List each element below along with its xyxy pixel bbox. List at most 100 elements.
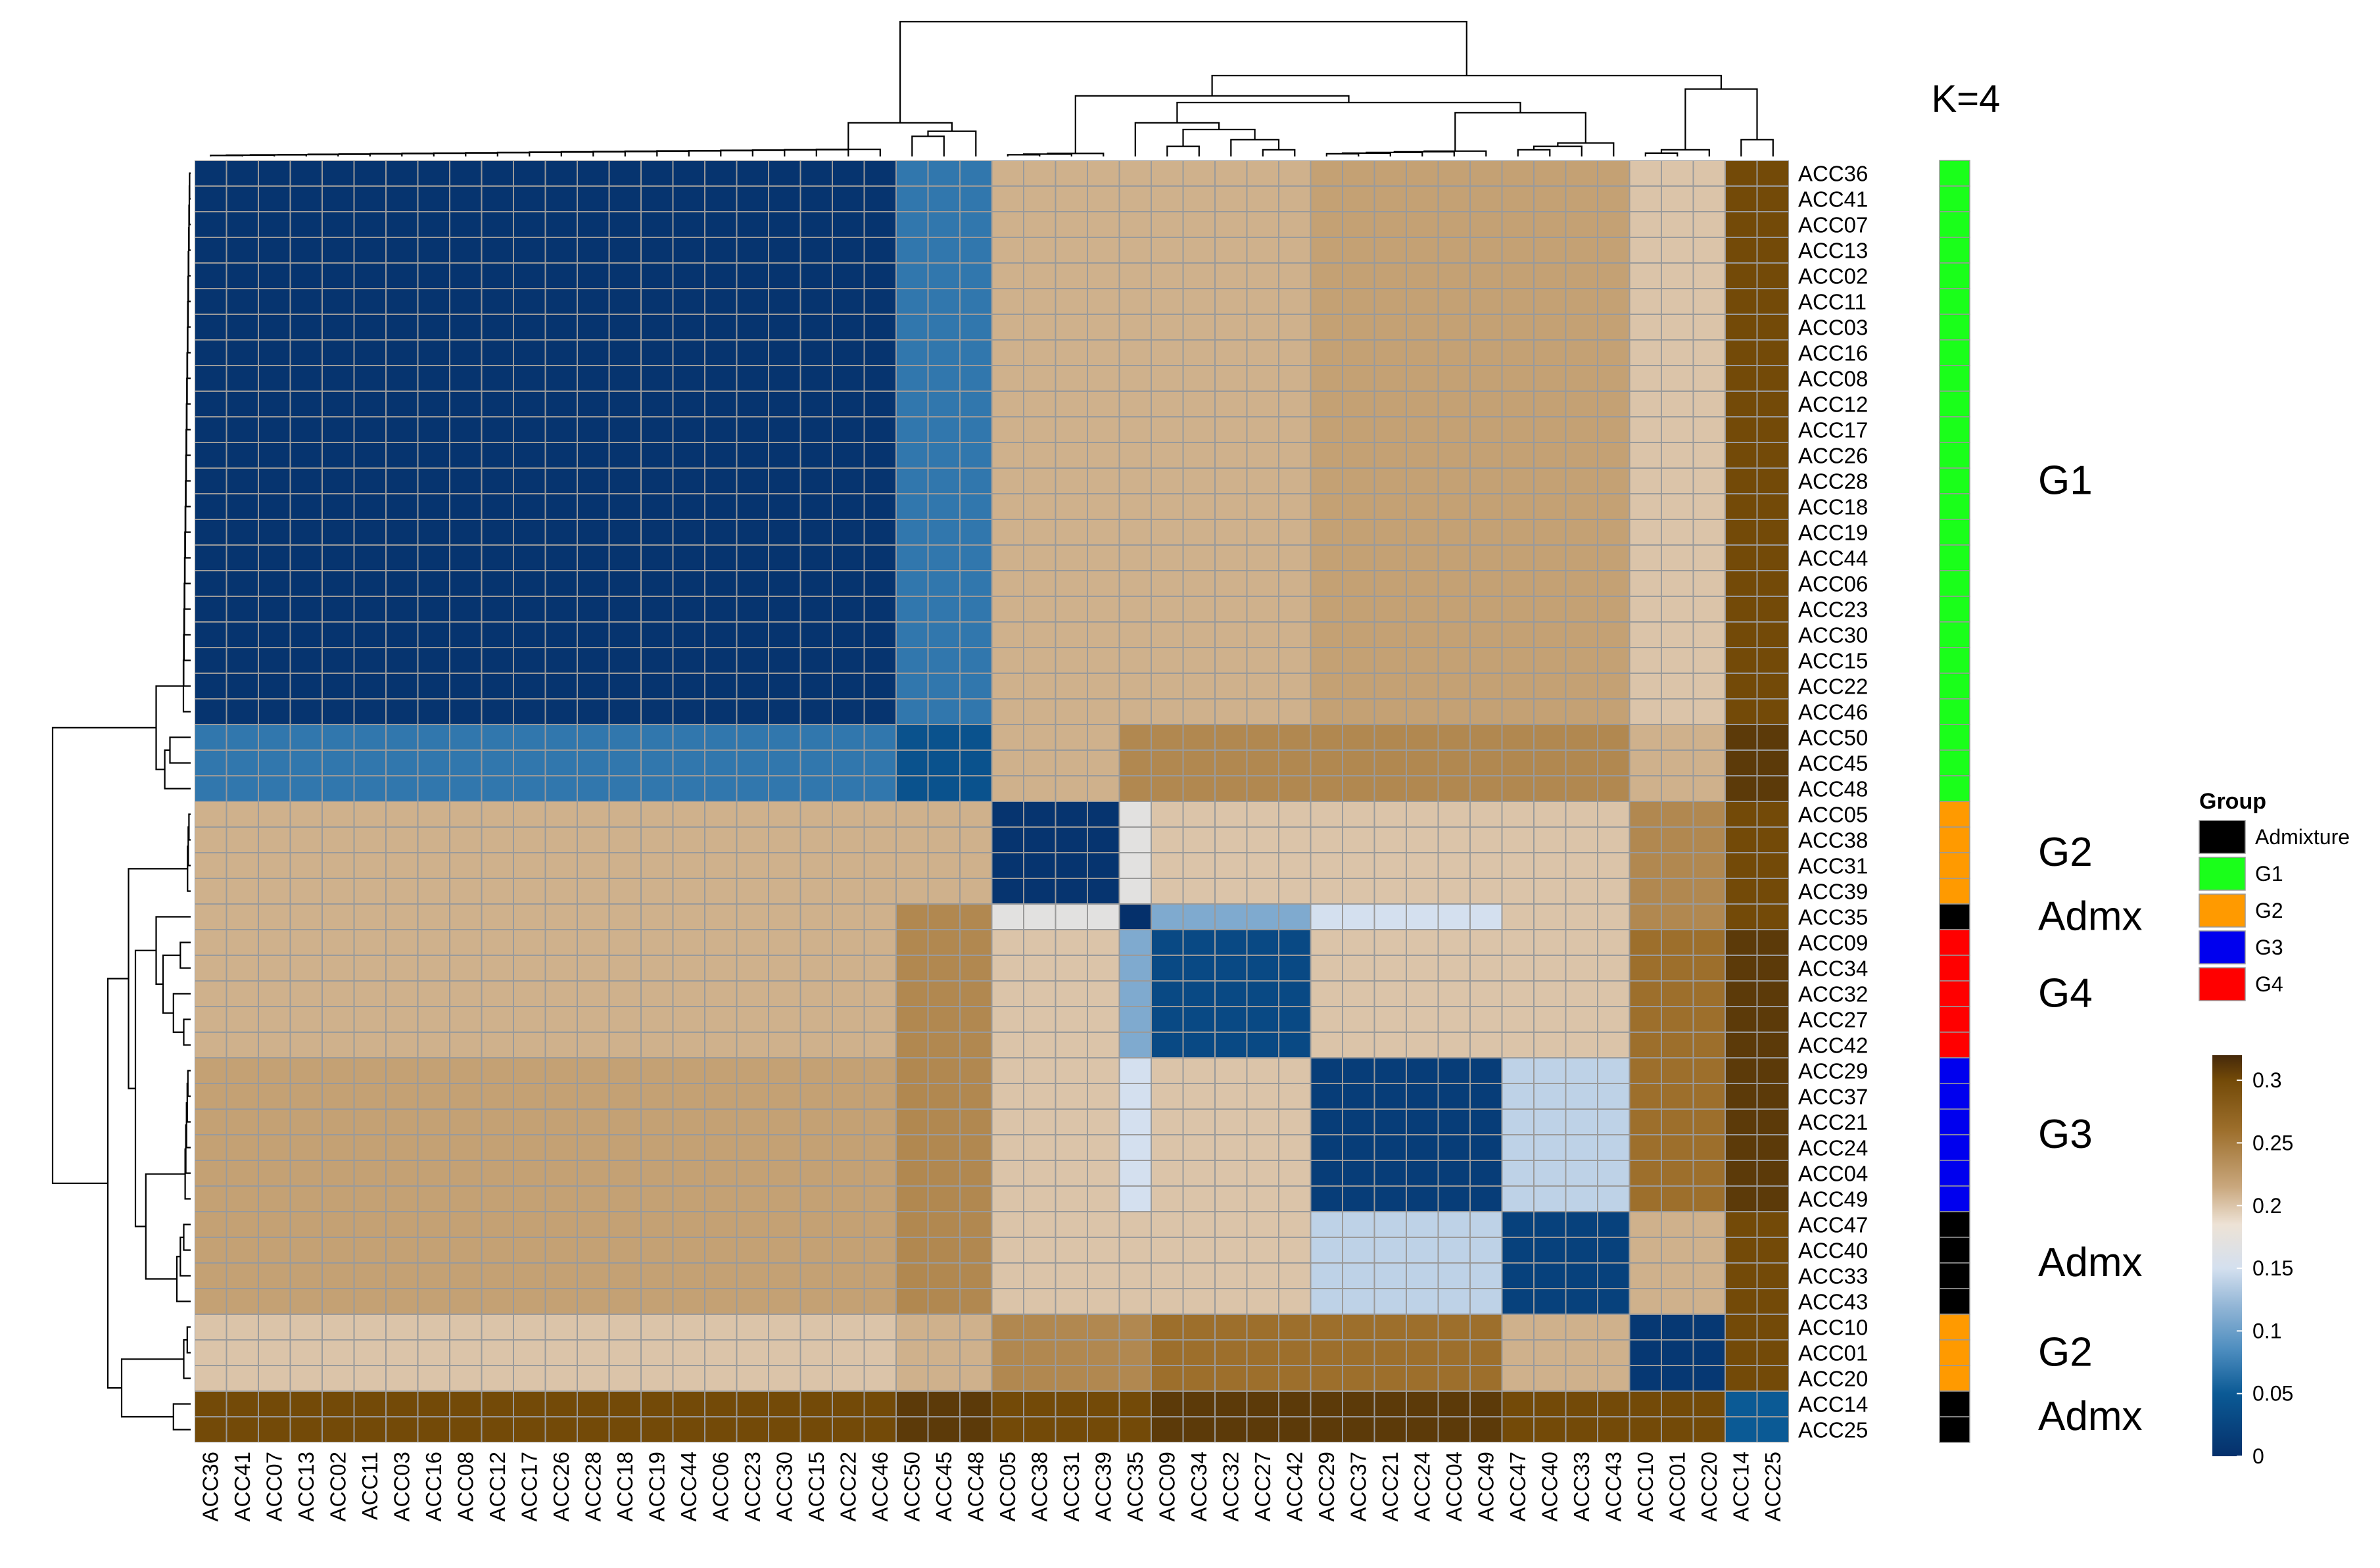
heatmap-cell (897, 417, 928, 442)
heatmap-cell (482, 392, 513, 416)
heatmap-cell (1343, 1161, 1374, 1185)
heatmap-cell (1056, 853, 1087, 878)
row-label: ACC37 (1798, 1085, 1868, 1109)
heatmap-cell (1183, 828, 1214, 852)
group-bar-cell (1939, 314, 1970, 341)
heatmap-cell (227, 802, 258, 826)
heatmap-cell (1279, 366, 1310, 391)
heatmap-cell (323, 264, 354, 288)
heatmap-cell (1502, 1084, 1533, 1108)
heatmap-cell (992, 1161, 1023, 1185)
heatmap-cell (387, 623, 417, 647)
heatmap-cell (1247, 930, 1278, 955)
heatmap-cell (227, 1187, 258, 1211)
heatmap-cell (387, 546, 417, 570)
heatmap-cell (642, 1264, 673, 1288)
heatmap-cell (1471, 776, 1502, 801)
heatmap-cell (195, 1315, 226, 1339)
heatmap-cell (1694, 443, 1725, 467)
heatmap-cell (546, 828, 577, 852)
heatmap-cell (1439, 1392, 1469, 1416)
heatmap-cell (1535, 674, 1565, 698)
heatmap-cell (259, 930, 290, 955)
heatmap-cell (1311, 392, 1342, 416)
heatmap-cell (578, 828, 609, 852)
heatmap-cell (1535, 623, 1565, 647)
heatmap-cell (705, 1417, 736, 1442)
heatmap-cell (1120, 1289, 1151, 1314)
heatmap-cell (1694, 1187, 1725, 1211)
heatmap-cell (1088, 1417, 1119, 1442)
heatmap-cell (737, 161, 768, 185)
heatmap-cell (1056, 212, 1087, 237)
group-bar-cell (1939, 724, 1970, 751)
row-label: ACC43 (1798, 1290, 1868, 1314)
heatmap-cell (1216, 238, 1247, 262)
heatmap-cell (1566, 1315, 1597, 1339)
group-bar-cell (1939, 237, 1970, 264)
heatmap-cell (769, 571, 800, 596)
heatmap-cell (1598, 700, 1629, 724)
heatmap-cell (1535, 469, 1565, 493)
heatmap-cell (642, 264, 673, 288)
group-legend-swatch (2199, 893, 2246, 928)
heatmap-cell (1694, 956, 1725, 980)
heatmap-cell (323, 674, 354, 698)
cluster-label: G3 (2038, 1112, 2093, 1157)
heatmap-cell (801, 1007, 832, 1032)
heatmap-cell (642, 905, 673, 929)
heatmap-cell (1279, 161, 1310, 185)
heatmap-cell (1407, 725, 1438, 749)
heatmap-cell (1694, 725, 1725, 749)
column-label: ACC12 (485, 1452, 510, 1521)
heatmap-cell (1024, 264, 1055, 288)
heatmap-cell (418, 1392, 449, 1416)
heatmap-cell (928, 1033, 959, 1057)
heatmap-cell (1279, 1212, 1310, 1237)
heatmap-cell (1088, 238, 1119, 262)
row-dendrogram-link (145, 1173, 185, 1280)
heatmap-cell (642, 1058, 673, 1083)
heatmap-cell (1088, 597, 1119, 621)
heatmap-cell (546, 443, 577, 467)
column-dendrogram-link (1211, 74, 1722, 96)
heatmap-cell (1694, 546, 1725, 570)
heatmap-cell (259, 315, 290, 339)
heatmap-cell (737, 1212, 768, 1237)
heatmap-cell (865, 1341, 895, 1365)
heatmap-cell (259, 1212, 290, 1237)
heatmap-cell (737, 802, 768, 826)
heatmap-cell (1757, 1392, 1788, 1416)
heatmap-cell (546, 238, 577, 262)
heatmap-cell (450, 725, 481, 749)
heatmap-cell (1024, 1007, 1055, 1032)
heatmap-cell (1598, 264, 1629, 288)
heatmap-cell (642, 930, 673, 955)
heatmap-cell (1152, 1033, 1183, 1057)
heatmap-cell (1535, 520, 1565, 544)
heatmap-cell (897, 494, 928, 519)
heatmap-cell (1183, 1033, 1214, 1057)
row-dendrogram-link (107, 978, 129, 1389)
heatmap-cell (642, 315, 673, 339)
heatmap-cell (609, 930, 640, 955)
heatmap-cell (961, 930, 991, 955)
heatmap-cell (482, 982, 513, 1006)
heatmap-cell (1439, 392, 1469, 416)
heatmap-cell (1694, 1315, 1725, 1339)
heatmap-cell (227, 674, 258, 698)
heatmap-cell (1183, 1007, 1214, 1032)
heatmap-cell (1120, 494, 1151, 519)
heatmap-cell (1726, 238, 1757, 262)
heatmap-cell (1216, 623, 1247, 647)
heatmap-cell (1566, 1392, 1597, 1416)
heatmap-cell (1502, 956, 1533, 980)
heatmap-cell (833, 520, 864, 544)
heatmap-cell (1535, 315, 1565, 339)
heatmap-cell (354, 289, 385, 314)
heatmap-cell (450, 1341, 481, 1365)
heatmap-cell (291, 853, 321, 878)
heatmap-cell (1120, 1135, 1151, 1160)
heatmap-cell (1439, 1058, 1469, 1083)
